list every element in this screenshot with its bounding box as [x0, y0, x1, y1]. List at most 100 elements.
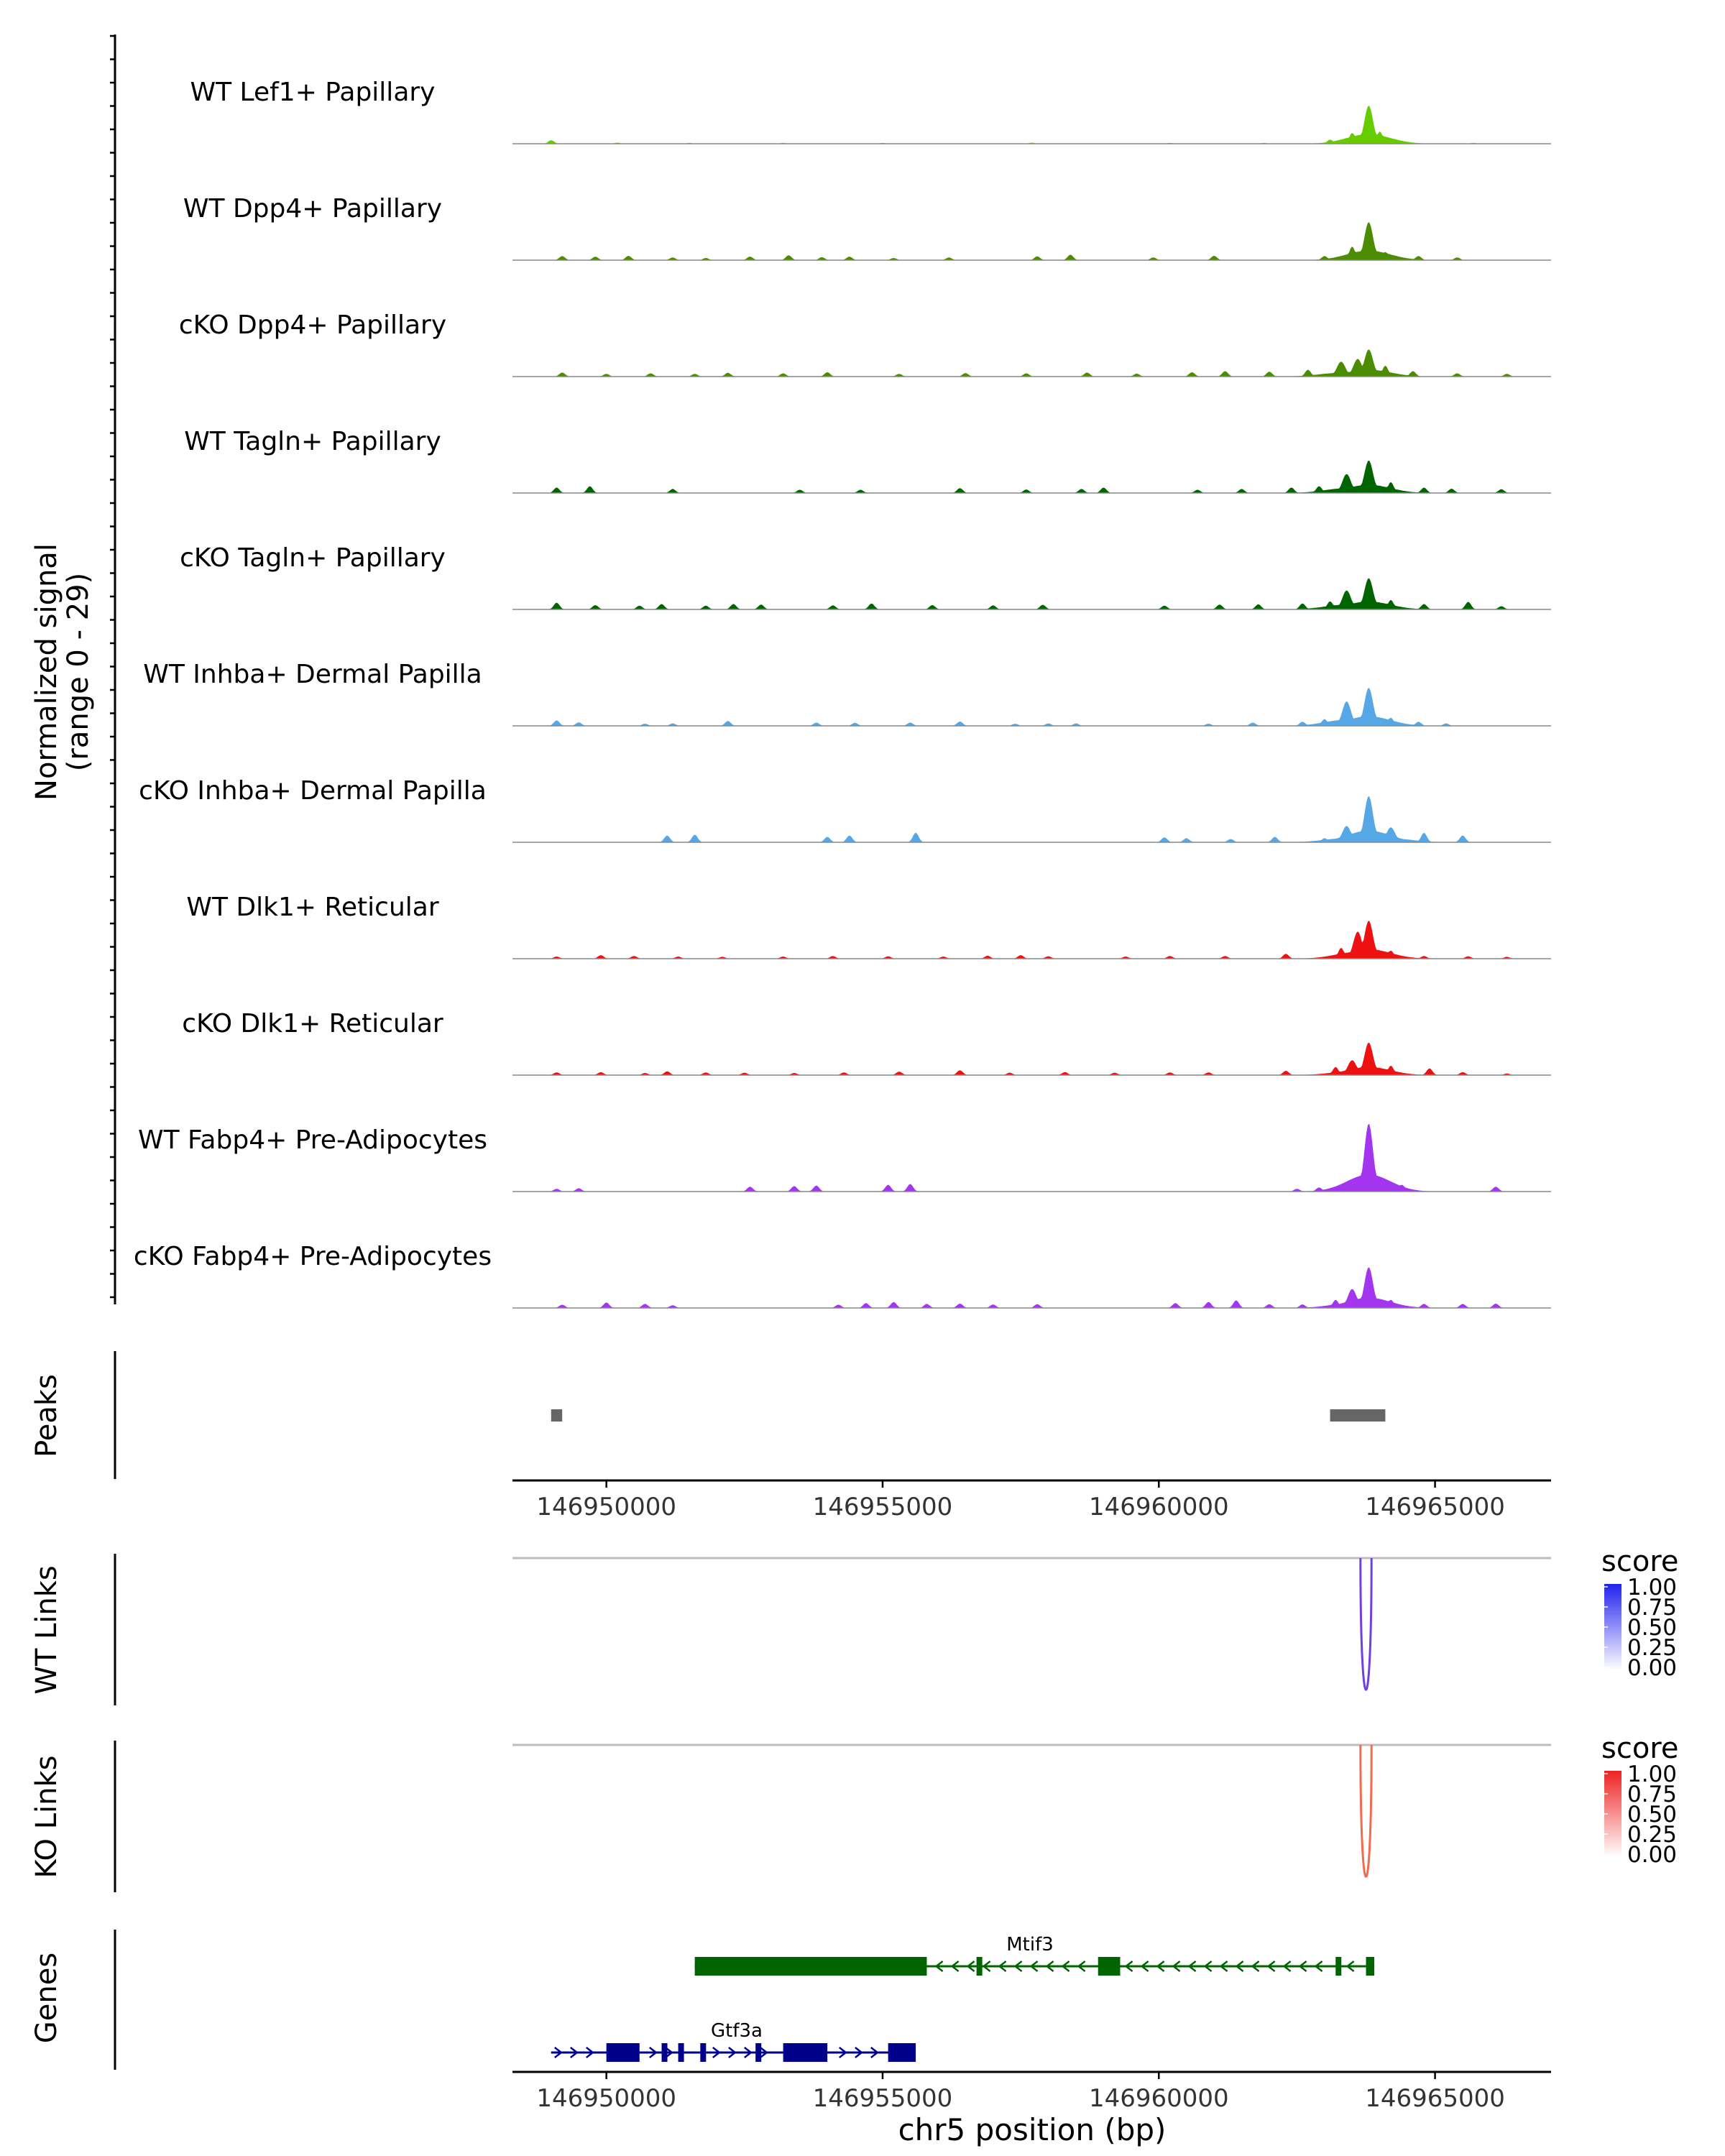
x-axis-tick-label: 146950000 — [536, 2084, 676, 2113]
x-axis-bottom: 146950000 146955000 146960000 146965000 — [512, 2070, 1551, 2113]
legend-tick-label: 1.00 — [1627, 1575, 1677, 1600]
coverage-area — [512, 106, 1551, 144]
strand-arrow — [1314, 1961, 1323, 1972]
strand-arrow — [1013, 1961, 1023, 1972]
coverage-track: WT Fabp4+ Pre-Adipocytes — [138, 1123, 1551, 1192]
link-arc — [1359, 1744, 1373, 1878]
strand-arrow — [998, 1961, 1007, 1972]
coverage-area — [512, 222, 1551, 260]
x-axis-tick-label: 146950000 — [536, 1493, 676, 1521]
coverage-tracks: WT Lef1+ Papillary WT Dpp4+ Papillary cKO … — [134, 78, 1551, 1309]
strand-arrow — [1045, 1961, 1054, 1972]
strand-arrow — [870, 2047, 879, 2058]
coverage-area — [512, 578, 1551, 609]
strand-arrow — [1282, 1961, 1292, 1972]
legend-tick-label: 0.50 — [1627, 1802, 1677, 1828]
coverage-area — [512, 1042, 1551, 1075]
strand-arrow — [1298, 1961, 1307, 1972]
peaks-panel: Peaks — [30, 1351, 1386, 1479]
coverage-area — [512, 921, 1551, 959]
coverage-area — [512, 460, 1551, 493]
track-label: WT Dpp4+ Papillary — [183, 194, 442, 224]
track-label: cKO Tagln+ Papillary — [180, 543, 446, 573]
coverage-track: cKO Inhba+ Dermal Papilla — [139, 776, 1551, 843]
strand-arrow — [570, 2047, 579, 2058]
x-axis-tick-label: 146960000 — [1089, 1493, 1229, 1521]
x-axis-tick-label: 146955000 — [813, 1493, 953, 1521]
legend-tick-label: 1.00 — [1627, 1761, 1677, 1787]
coverage-track: cKO Dpp4+ Papillary — [179, 310, 1551, 377]
track-label: WT Fabp4+ Pre-Adipocytes — [138, 1125, 487, 1155]
strand-arrow — [855, 2047, 863, 2058]
coverage-track: WT Dlk1+ Reticular — [186, 893, 1551, 959]
coverage-track: WT Tagln+ Papillary — [184, 427, 1551, 494]
gene-model: Gtf3a — [551, 2020, 916, 2062]
gene-exon — [606, 2043, 640, 2062]
track-label: WT Lef1+ Papillary — [190, 78, 436, 107]
coverage-track: WT Inhba+ Dermal Papilla — [143, 660, 1551, 727]
signal-axis-title: Normalized signal — [30, 543, 63, 801]
track-label: cKO Inhba+ Dermal Papilla — [139, 776, 487, 806]
coverage-track: WT Dpp4+ Papillary — [183, 194, 1551, 261]
coverage-area — [512, 1267, 1551, 1308]
strand-arrow — [728, 2047, 737, 2058]
strand-arrow — [1266, 1961, 1276, 1972]
gene-exon — [755, 2043, 762, 2062]
strand-arrow — [1029, 1961, 1039, 1972]
peak-region — [1330, 1409, 1386, 1422]
coverage-track: WT Lef1+ Papillary — [190, 78, 1551, 144]
strand-arrow — [1077, 1961, 1086, 1972]
signal-y-axis — [110, 34, 116, 1304]
gene-exon — [783, 2043, 828, 2062]
strand-arrow — [586, 2047, 594, 2058]
strand-arrow — [760, 2047, 768, 2058]
legend-tick-label: 0.75 — [1627, 1782, 1677, 1807]
gene-exon — [1098, 1957, 1121, 1976]
strand-arrow — [554, 2047, 563, 2058]
legend-tick-label: 0.50 — [1627, 1615, 1677, 1641]
legend-tick-label: 0.00 — [1627, 1655, 1677, 1681]
strand-arrow — [950, 1961, 960, 1972]
legend-tick-label: 0.75 — [1627, 1595, 1677, 1621]
gene-exon — [678, 2043, 684, 2062]
legend-title: score — [1601, 1545, 1678, 1578]
coverage-track: cKO Dlk1+ Reticular — [182, 1009, 1551, 1076]
strand-arrow — [839, 2047, 847, 2058]
gene-name: Mtif3 — [1006, 1934, 1054, 1955]
strand-arrow — [1187, 1961, 1197, 1972]
x-axis-tick-label: 146960000 — [1089, 2084, 1229, 2113]
strand-arrow — [1172, 1961, 1181, 1972]
gene-name: Gtf3a — [711, 2020, 763, 2042]
legend-tick-label: 0.25 — [1627, 1635, 1677, 1661]
link-arc — [1359, 1557, 1373, 1691]
strand-arrow — [649, 2047, 658, 2058]
x-axis-title: chr5 position (bp) — [898, 2112, 1167, 2147]
peaks-label: Peaks — [30, 1374, 63, 1457]
strand-arrow — [1140, 1961, 1149, 1972]
legend-tick-label: 0.25 — [1627, 1822, 1677, 1848]
gene-exon — [1335, 1957, 1342, 1976]
legend-title: score — [1601, 1732, 1678, 1765]
track-label: WT Tagln+ Papillary — [184, 427, 441, 456]
strand-arrow — [1219, 1961, 1228, 1972]
strand-arrow — [1124, 1961, 1133, 1972]
links-label: KO Links — [30, 1756, 63, 1879]
strand-arrow — [665, 2047, 673, 2058]
gene-exon — [661, 2043, 668, 2062]
strand-arrow — [1061, 1961, 1070, 1972]
strand-arrow — [934, 1961, 944, 1972]
coverage-area — [512, 1123, 1551, 1192]
x-axis-tick-label: 146955000 — [813, 2084, 953, 2113]
strand-arrow — [712, 2047, 721, 2058]
strand-arrow — [966, 1961, 975, 1972]
gene-exon — [888, 2043, 916, 2062]
peak-region — [551, 1409, 563, 1422]
signal-axis-range: (range 0 - 29) — [62, 573, 95, 771]
gene-models: Mtif3 Gtf3a — [551, 1934, 1375, 2062]
gene-exon — [694, 1957, 927, 1976]
gene-exon — [976, 1957, 983, 1976]
strand-arrow — [1156, 1961, 1165, 1972]
